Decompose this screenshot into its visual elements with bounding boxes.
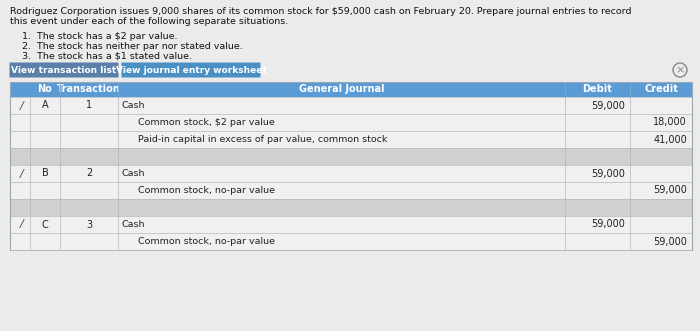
Text: Cash: Cash	[121, 220, 144, 229]
Text: B: B	[41, 168, 48, 178]
Bar	[10, 82, 30, 97]
Bar	[10, 233, 692, 250]
Text: 1.  The stock has a $2 par value.: 1. The stock has a $2 par value.	[22, 32, 178, 41]
Text: A: A	[42, 101, 48, 111]
Text: Common stock, $2 par value: Common stock, $2 par value	[138, 118, 274, 127]
Text: Common stock, no-par value: Common stock, no-par value	[138, 237, 275, 246]
Text: 59,000: 59,000	[591, 101, 625, 111]
Text: 59,000: 59,000	[591, 219, 625, 229]
Text: Common stock, no-par value: Common stock, no-par value	[138, 186, 275, 195]
Bar	[10, 148, 692, 165]
Text: /: /	[20, 219, 24, 229]
Bar	[30, 82, 692, 97]
Text: 3: 3	[86, 219, 92, 229]
Text: Paid-in capital in excess of par value, common stock: Paid-in capital in excess of par value, …	[138, 135, 387, 144]
Text: 41,000: 41,000	[653, 134, 687, 145]
Text: Debit: Debit	[582, 84, 612, 94]
Text: View transaction list: View transaction list	[11, 66, 117, 75]
Text: Transaction: Transaction	[57, 84, 121, 94]
Bar	[10, 97, 692, 114]
Text: 2: 2	[86, 168, 92, 178]
Text: General Journal: General Journal	[299, 84, 384, 94]
Text: Rodriguez Corporation issues 9,000 shares of its common stock for $59,000 cash o: Rodriguez Corporation issues 9,000 share…	[10, 7, 631, 16]
Text: ×: ×	[676, 66, 685, 75]
Bar	[10, 165, 692, 182]
Text: 59,000: 59,000	[653, 185, 687, 196]
Text: 2.  The stock has neither par nor stated value.: 2. The stock has neither par nor stated …	[22, 42, 243, 51]
Text: 1: 1	[86, 101, 92, 111]
Bar	[10, 114, 692, 131]
Text: 3.  The stock has a $1 stated value.: 3. The stock has a $1 stated value.	[22, 52, 192, 61]
Text: /: /	[20, 101, 24, 111]
Bar	[10, 131, 692, 148]
Bar	[10, 182, 692, 199]
Text: 59,000: 59,000	[653, 237, 687, 247]
Text: this event under each of the following separate situations.: this event under each of the following s…	[10, 17, 288, 26]
Text: Credit: Credit	[644, 84, 678, 94]
FancyBboxPatch shape	[10, 63, 118, 77]
Text: No: No	[38, 84, 52, 94]
Text: 18,000: 18,000	[653, 118, 687, 127]
Text: /: /	[20, 168, 24, 178]
Bar	[10, 216, 692, 233]
Text: C: C	[41, 219, 48, 229]
Text: View journal entry worksheet: View journal entry worksheet	[116, 66, 267, 75]
Bar	[10, 199, 692, 216]
Text: Cash: Cash	[121, 169, 144, 178]
Text: Cash: Cash	[121, 101, 144, 110]
FancyBboxPatch shape	[122, 63, 260, 77]
Text: 59,000: 59,000	[591, 168, 625, 178]
